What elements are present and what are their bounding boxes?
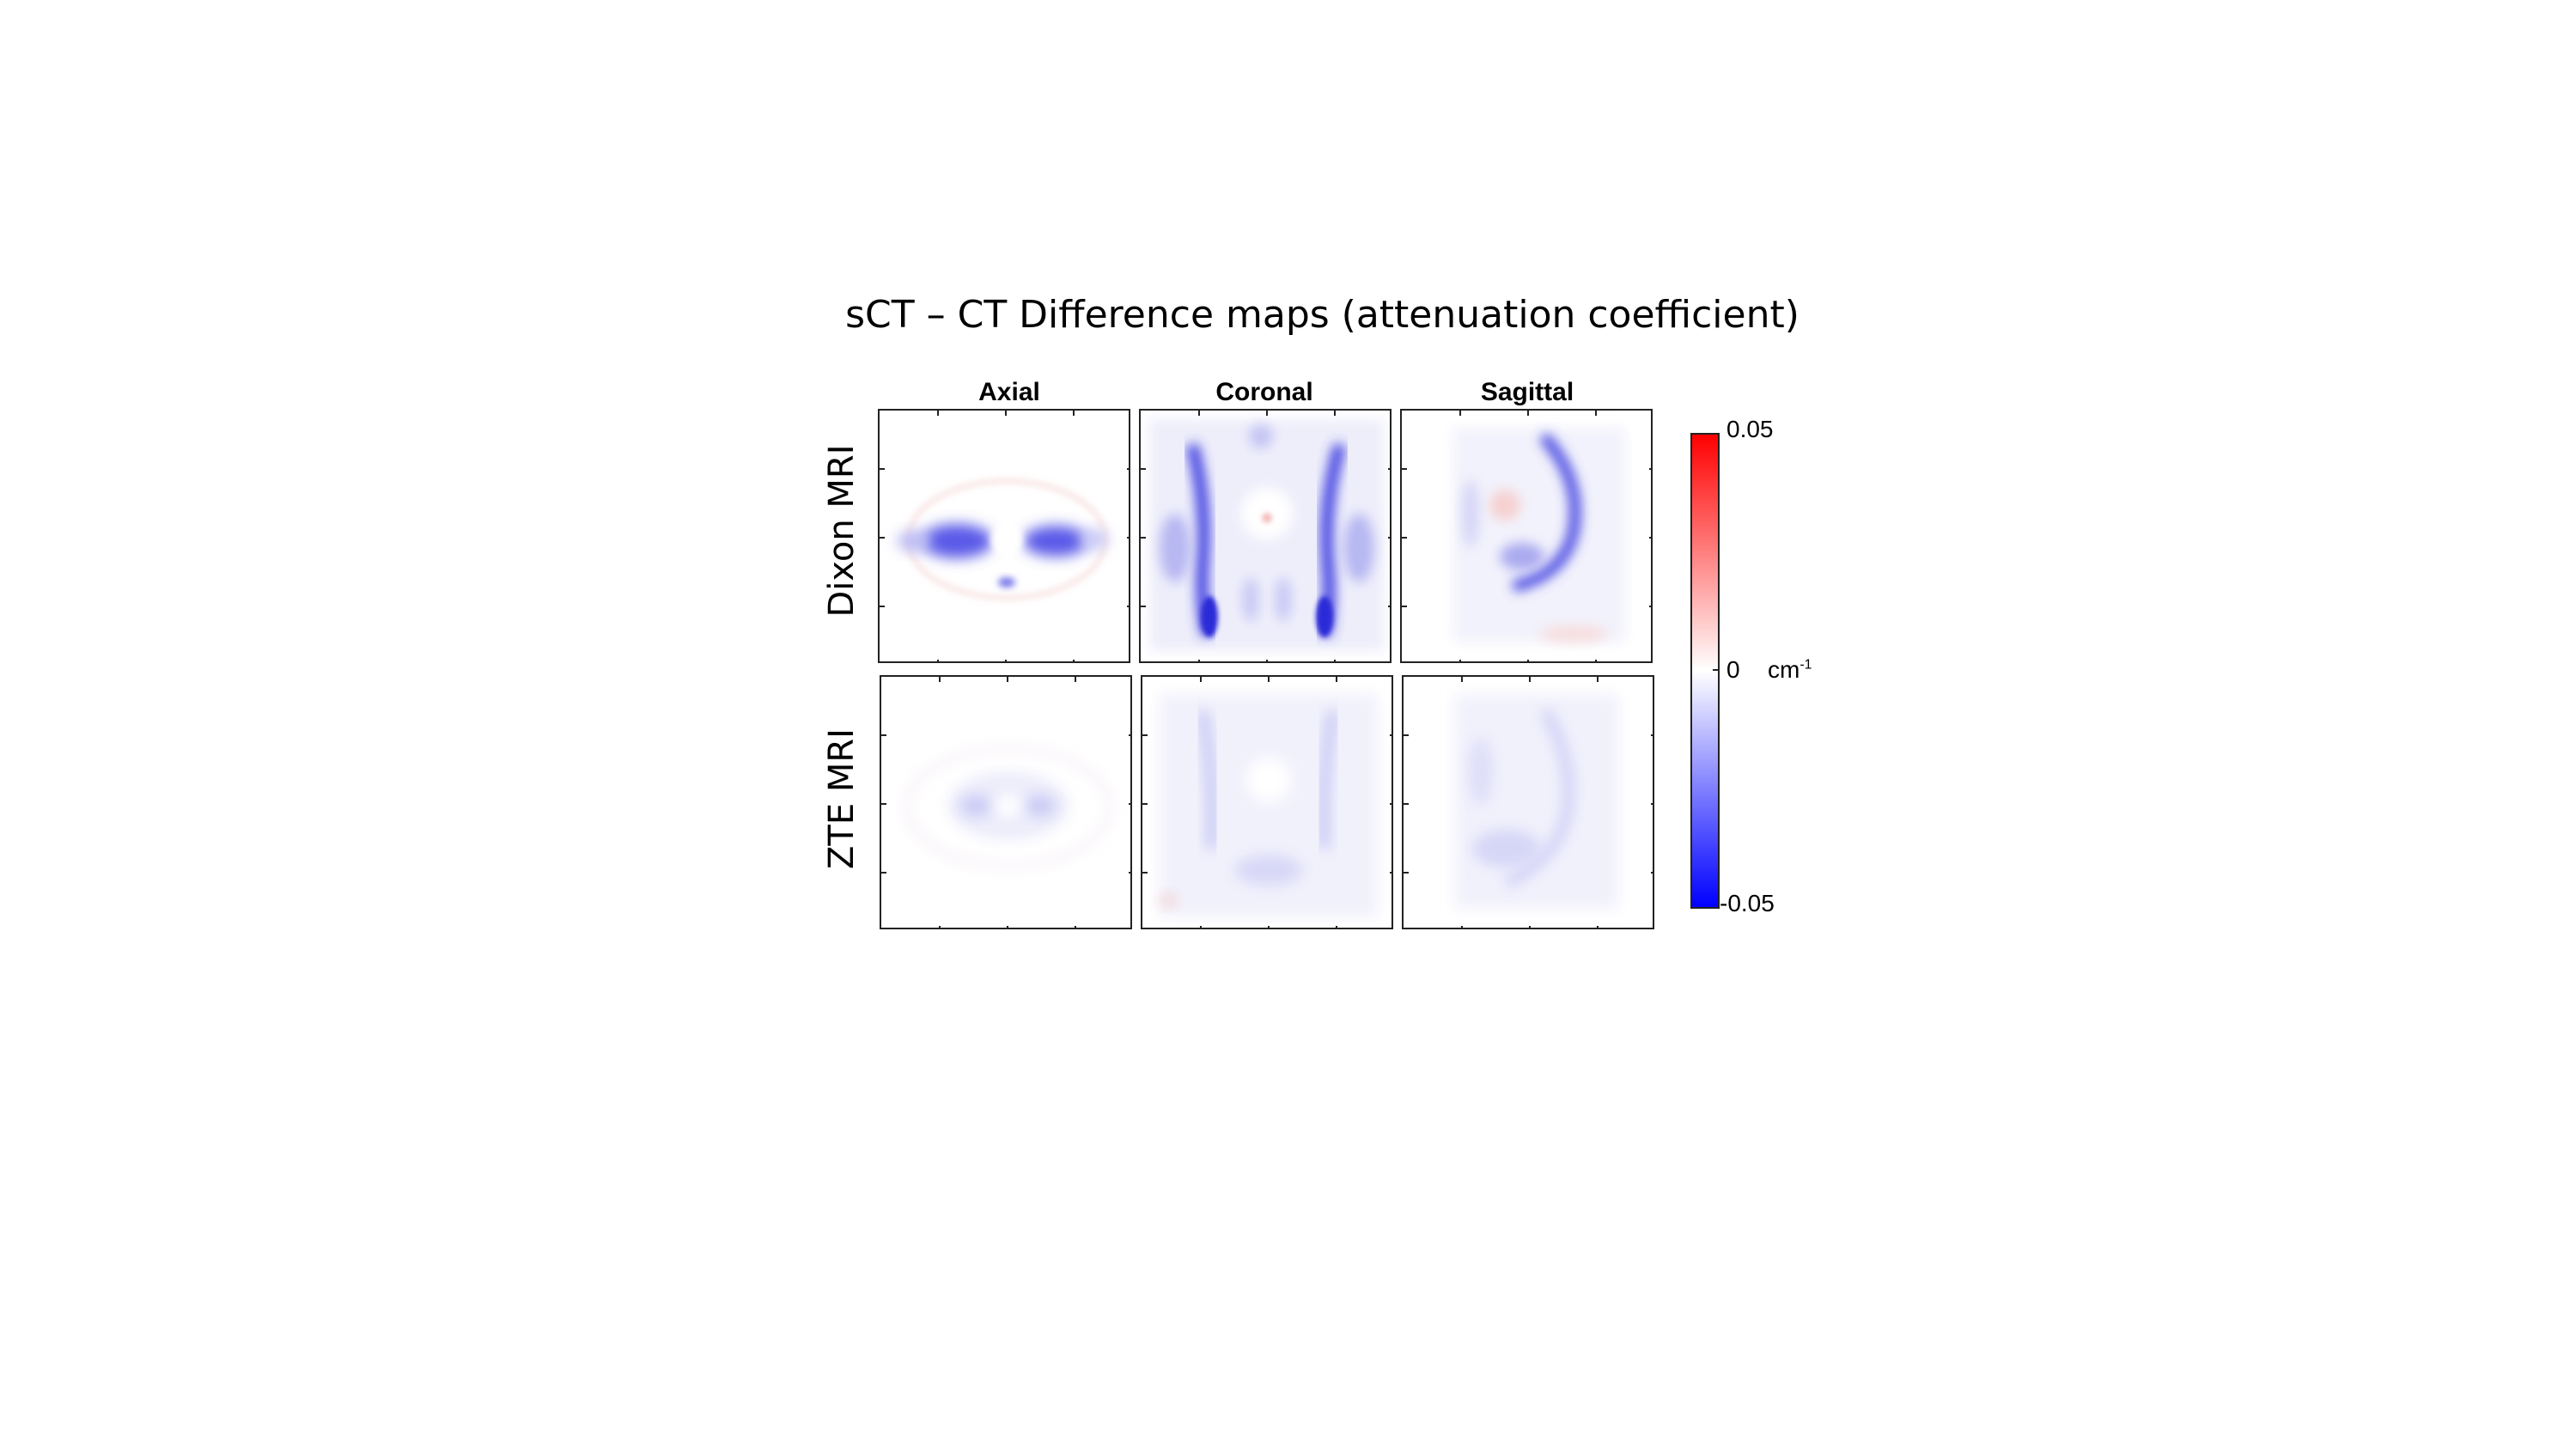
colorbar-unit: cm-1 [1768, 656, 1812, 684]
unit-base: cm [1768, 656, 1800, 683]
column-label-coronal: Coronal [1215, 378, 1313, 406]
dixon-sagittal-map [1400, 409, 1653, 663]
dixon-coronal-map [1139, 409, 1392, 663]
colorbar-min-label: -0.05 [1720, 890, 1775, 916]
figure-title: sCT – CT Difference maps (attenuation co… [845, 293, 1800, 337]
dixon-axial-map [878, 409, 1130, 663]
zte-coronal-map [1141, 675, 1393, 929]
colorbar [1690, 433, 1720, 909]
row-label-zte: ZTE MRI [822, 728, 862, 869]
column-label-axial: Axial [978, 378, 1040, 406]
colorbar-mid-label: 0 [1726, 656, 1740, 683]
zte-sagittal-map [1402, 675, 1654, 929]
zte-axial-map [880, 675, 1132, 929]
unit-exponent: -1 [1800, 657, 1812, 673]
colorbar-tick-mid [1713, 669, 1720, 671]
colorbar-max-label: 0.05 [1726, 416, 1774, 442]
column-label-sagittal: Sagittal [1480, 378, 1574, 406]
row-label-dixon: Dixon MRI [822, 444, 862, 618]
